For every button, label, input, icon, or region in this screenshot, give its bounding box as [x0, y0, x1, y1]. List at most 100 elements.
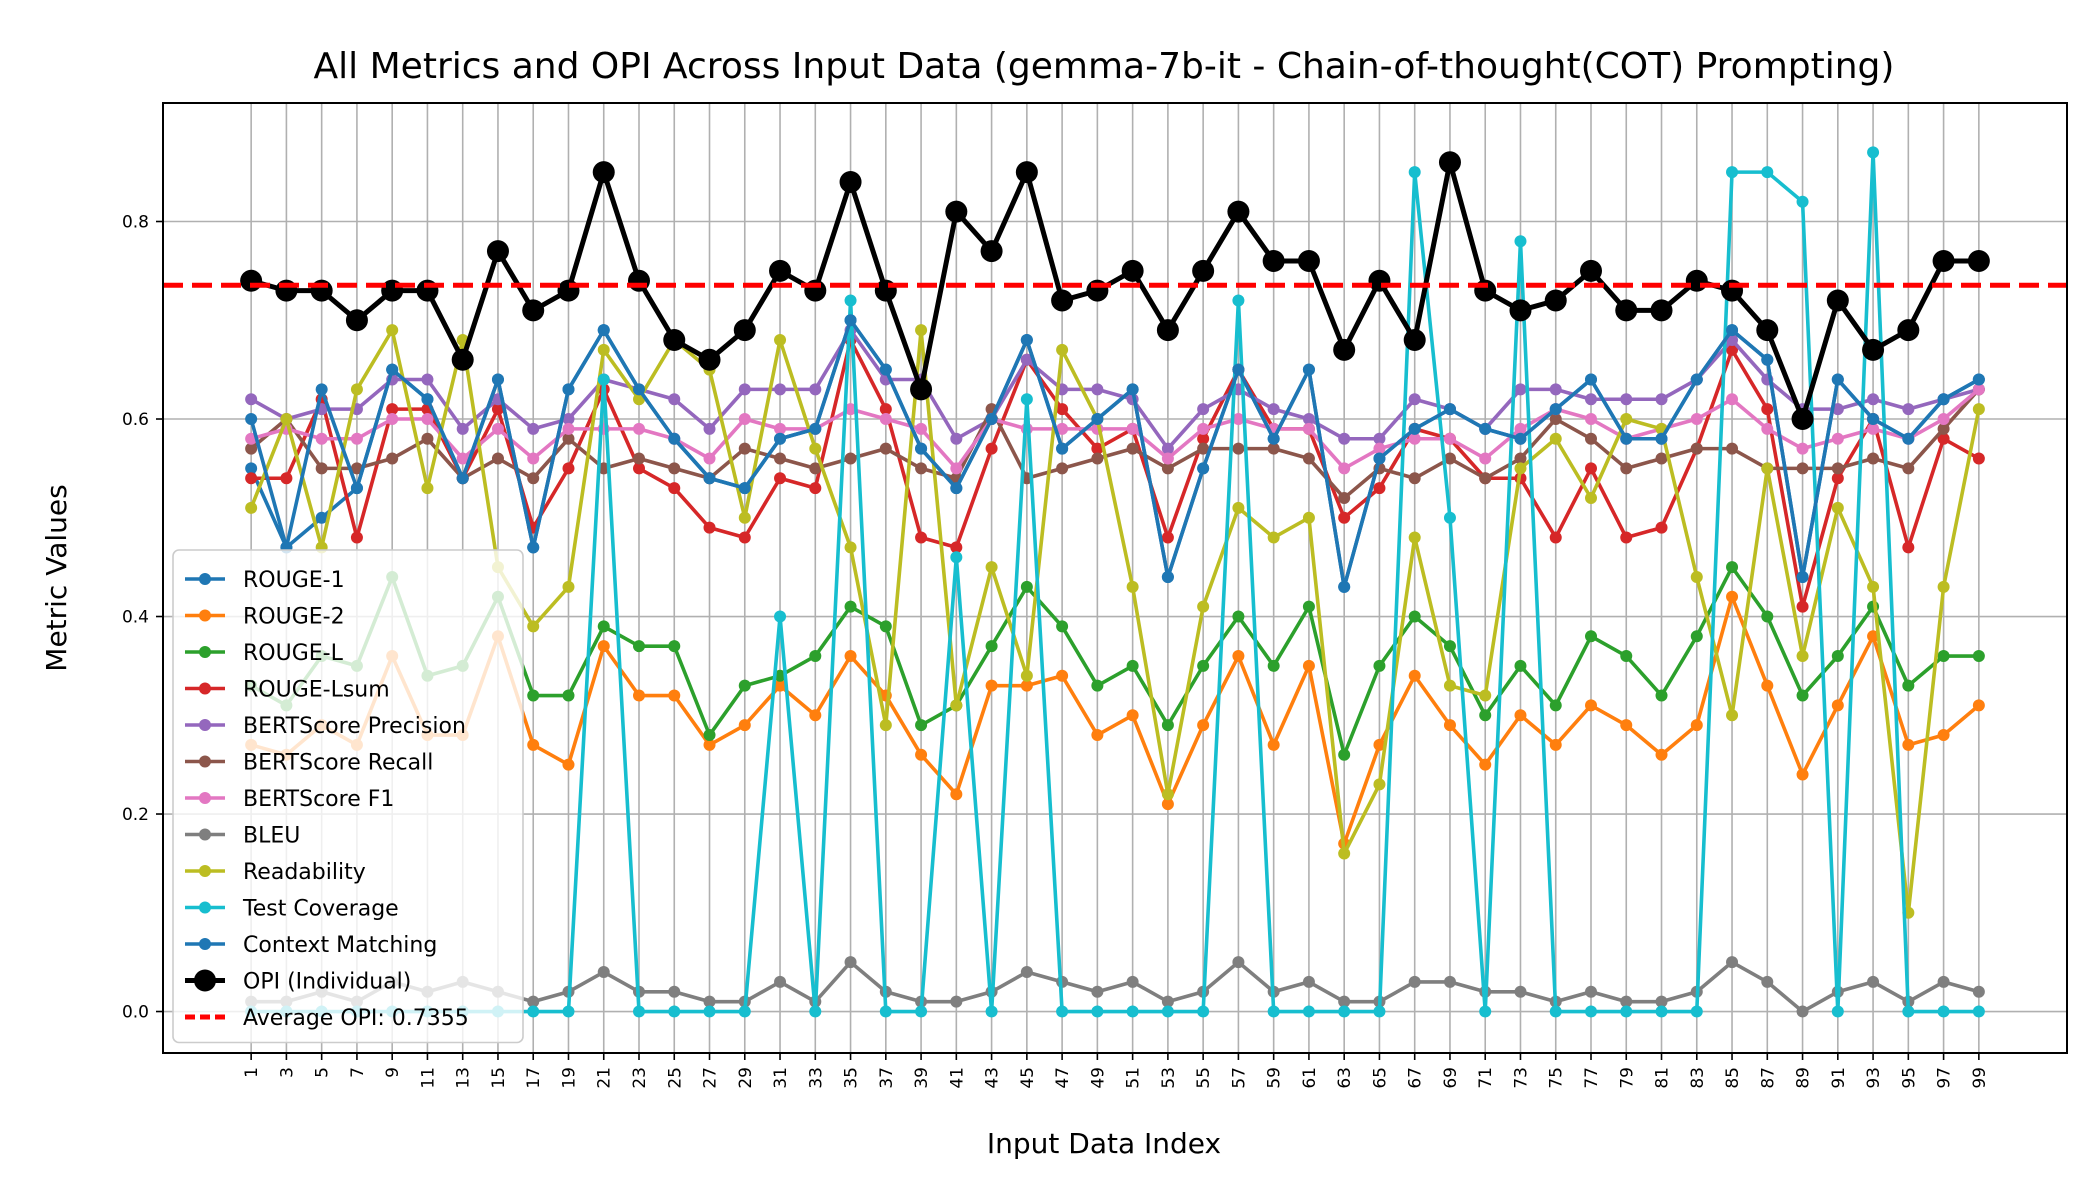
data-point [809, 462, 822, 475]
x-tick-label-19: 19 [559, 1067, 579, 1089]
data-point [240, 269, 263, 292]
data-point [915, 422, 928, 435]
x-tick-label-9: 9 [383, 1067, 403, 1078]
data-point [774, 669, 787, 682]
data-point [774, 383, 787, 396]
data-point [915, 748, 928, 761]
data-point [1161, 442, 1174, 455]
data-point [1826, 289, 1849, 312]
data-point [1972, 985, 1985, 998]
legend-label: BERTScore F1 [243, 787, 394, 812]
data-point [1161, 788, 1174, 801]
legend-swatch-marker [199, 901, 211, 914]
y-axis-label: Metric Values [40, 484, 73, 671]
data-point [386, 324, 399, 337]
data-point [1408, 432, 1421, 445]
data-point [245, 462, 258, 475]
data-point [703, 995, 716, 1008]
legend-item: Test Coverage [185, 897, 399, 922]
data-point [1126, 975, 1139, 988]
data-point [345, 309, 368, 332]
data-point [1338, 432, 1351, 445]
data-point [1726, 561, 1739, 574]
data-point [1690, 571, 1703, 584]
x-tick-label-75: 75 [1547, 1067, 1567, 1089]
data-point [1655, 452, 1668, 465]
data-point [1549, 1005, 1562, 1018]
data-point [879, 403, 892, 416]
data-point [1655, 432, 1668, 445]
data-point [562, 422, 575, 435]
data-point [774, 472, 787, 485]
data-point [1121, 259, 1144, 282]
data-point [844, 452, 857, 465]
data-point [1585, 462, 1597, 475]
data-point [1126, 659, 1139, 672]
data-point [1126, 422, 1139, 435]
x-tick-label-39: 39 [912, 1067, 932, 1089]
data-point [1302, 1005, 1315, 1018]
data-point [1620, 413, 1633, 426]
data-point [950, 432, 963, 445]
data-point [1867, 393, 1880, 406]
data-point [1761, 462, 1774, 475]
legend-label: Test Coverage [242, 897, 399, 922]
data-point [1514, 659, 1527, 672]
data-point [1514, 462, 1527, 475]
legend-swatch-marker [199, 609, 211, 622]
data-point [1443, 975, 1456, 988]
data-point [1156, 319, 1179, 342]
data-point [1479, 472, 1492, 485]
data-point [1020, 679, 1033, 692]
data-point [668, 432, 681, 445]
data-point [1408, 472, 1421, 485]
data-point [985, 413, 998, 426]
legend-label: BERTScore Recall [243, 751, 433, 776]
data-point [1232, 956, 1245, 969]
legend-item: ROUGE-2 [185, 605, 345, 630]
data-point [1479, 709, 1492, 722]
data-point [491, 422, 504, 435]
data-point [245, 413, 258, 426]
x-tick-label-29: 29 [736, 1067, 756, 1089]
data-point [910, 378, 933, 401]
x-tick-label-33: 33 [806, 1067, 826, 1089]
data-point [1972, 373, 1985, 386]
data-point [1831, 373, 1844, 386]
data-point [1161, 462, 1174, 475]
series-line [250, 388, 1981, 471]
data-point [315, 462, 328, 475]
data-point [738, 511, 751, 524]
data-point [1197, 422, 1210, 435]
data-point [1514, 432, 1527, 445]
data-point [1403, 329, 1426, 352]
data-point [809, 482, 822, 495]
data-point [1338, 847, 1351, 860]
x-tick-label-53: 53 [1159, 1067, 1179, 1089]
data-point [1867, 413, 1880, 426]
data-point [945, 200, 968, 223]
x-tick-label-5: 5 [313, 1067, 333, 1078]
data-point [1051, 289, 1074, 312]
legend-item: BERTScore Recall [185, 751, 433, 776]
data-point [915, 462, 928, 475]
data-point [491, 452, 504, 465]
data-point [1161, 531, 1174, 544]
data-point [980, 240, 1003, 263]
data-point [1338, 511, 1351, 524]
legend: ROUGE-1 ROUGE-2 ROUGE-L ROUGE-Lsum BERTScore… [172, 549, 524, 1044]
data-point [844, 650, 857, 663]
series-line [249, 388, 1981, 500]
legend-swatch-marker [199, 828, 211, 841]
data-point [1690, 1005, 1703, 1018]
data-point [703, 738, 716, 751]
data-point [1091, 985, 1104, 998]
data-point [844, 294, 857, 307]
series-line [249, 328, 1981, 915]
data-point [1690, 413, 1703, 426]
x-tick-label-17: 17 [524, 1067, 544, 1089]
data-point [1620, 719, 1633, 732]
data-point [1967, 250, 1990, 273]
data-point [1514, 709, 1527, 722]
data-point [915, 324, 928, 337]
